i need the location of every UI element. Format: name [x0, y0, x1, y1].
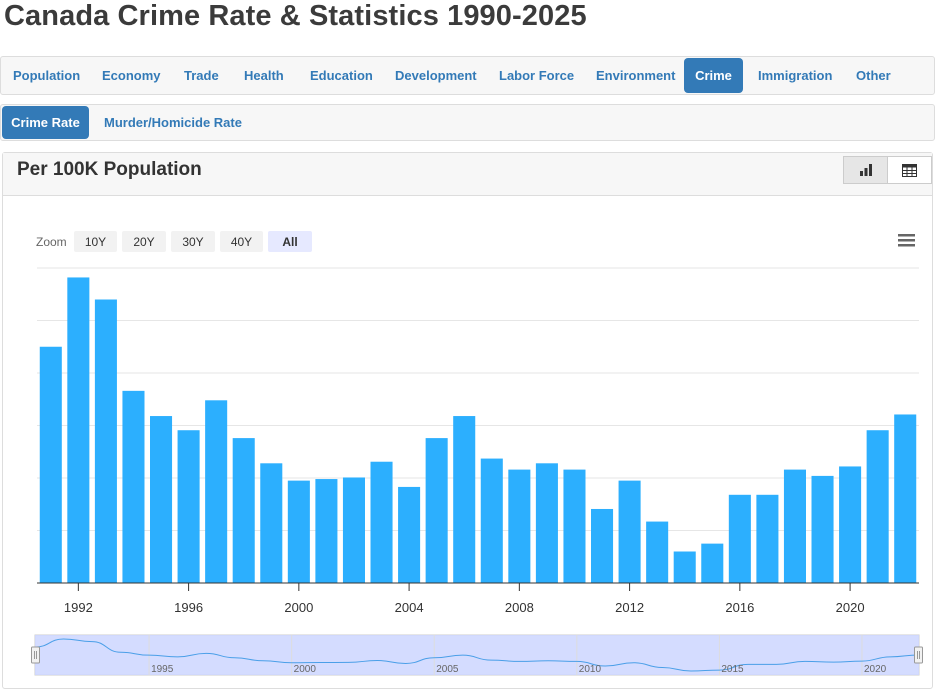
tab-environment[interactable]: Environment: [596, 68, 676, 83]
navigator-label: 2010: [579, 664, 602, 675]
sub-tab-bar: Crime Rate Murder/Homicide Rate: [0, 104, 935, 141]
zoom-40y-button[interactable]: 40Y: [220, 231, 263, 252]
bar-2004[interactable]: [398, 486, 421, 583]
tab-trade[interactable]: Trade: [184, 68, 219, 83]
bar-2022[interactable]: [894, 414, 917, 583]
bar-2014[interactable]: [673, 551, 696, 584]
zoom-20y-label: 20Y: [133, 235, 154, 249]
bar-series: [39, 277, 917, 584]
bar-1991[interactable]: [39, 346, 62, 583]
bar-2011[interactable]: [591, 508, 614, 583]
navigator-series-line: [34, 638, 920, 672]
x-tick-label: 2008: [505, 600, 534, 615]
x-tick-label: 1996: [174, 600, 203, 615]
bar-2010[interactable]: [563, 469, 586, 583]
bar-2016[interactable]: [728, 494, 751, 583]
navigator-right-handle[interactable]: [914, 646, 923, 664]
table-view-button[interactable]: [887, 156, 932, 184]
zoom-30y-button[interactable]: 30Y: [171, 231, 215, 252]
tab-health[interactable]: Health: [244, 68, 284, 83]
subtab-murder-homicide-rate[interactable]: Murder/Homicide Rate: [104, 115, 242, 130]
bar-2007[interactable]: [480, 458, 503, 583]
bar-1994[interactable]: [122, 390, 145, 583]
zoom-10y-label: 10Y: [85, 235, 106, 249]
x-tick-label: 2000: [284, 600, 313, 615]
navigator-gridlines: [148, 635, 863, 675]
navigator-label: 2015: [721, 664, 744, 675]
bar-1992[interactable]: [67, 277, 90, 583]
navigator-selection[interactable]: [35, 635, 919, 675]
page-title: Canada Crime Rate & Statistics 1990-2025: [4, 0, 587, 32]
bar-2015[interactable]: [701, 543, 724, 583]
bar-2020[interactable]: [839, 466, 862, 583]
bar-chart-icon: [859, 164, 872, 176]
zoom-30y-label: 30Y: [182, 235, 203, 249]
tab-other[interactable]: Other: [856, 68, 891, 83]
bar-2000[interactable]: [287, 480, 310, 583]
bar-1993[interactable]: [94, 299, 117, 584]
navigator-label: 1995: [151, 664, 174, 675]
bar-2013[interactable]: [646, 521, 669, 583]
zoom-40y-label: 40Y: [231, 235, 252, 249]
bar-2017[interactable]: [756, 494, 779, 583]
panel-title: Per 100K Population: [17, 159, 202, 180]
x-tick-label: 2012: [615, 600, 644, 615]
bar-2006[interactable]: [453, 416, 476, 583]
tab-education[interactable]: Education: [310, 68, 373, 83]
bar-2018[interactable]: [783, 469, 806, 583]
bar-1997[interactable]: [205, 400, 228, 583]
zoom-all-button[interactable]: All: [268, 231, 312, 252]
main-tab-bar: Population Economy Trade Health Educatio…: [0, 56, 935, 95]
tab-economy[interactable]: Economy: [102, 68, 161, 83]
zoom-10y-button[interactable]: 10Y: [74, 231, 117, 252]
x-tick-label: 2004: [395, 600, 424, 615]
zoom-label: Zoom: [36, 235, 67, 249]
zoom-controls: Zoom 10Y 20Y 30Y 40Y All: [36, 231, 312, 252]
tab-crime[interactable]: Crime: [684, 58, 743, 93]
tab-population[interactable]: Population: [13, 68, 81, 83]
navigator-labels: 1995 2000 2005 2010 2015 2020: [151, 664, 887, 675]
bar-2002[interactable]: [342, 477, 365, 583]
bar-1995[interactable]: [150, 416, 173, 583]
bar-2012[interactable]: [618, 480, 641, 583]
bar-1999[interactable]: [260, 463, 283, 583]
x-tick-label: 2016: [725, 600, 754, 615]
subtab-crime-rate[interactable]: Crime Rate: [2, 106, 89, 139]
bar-2008[interactable]: [508, 469, 531, 583]
tab-immigration[interactable]: Immigration: [758, 68, 833, 83]
bar-2019[interactable]: [811, 475, 834, 583]
hamburger-menu-icon[interactable]: [898, 234, 915, 247]
panel-header: Per 100K Population: [3, 153, 932, 196]
bar-1996[interactable]: [177, 430, 200, 583]
navigator-label: 2005: [436, 664, 459, 675]
table-icon: [902, 163, 917, 177]
navigator-label: 2000: [294, 664, 317, 675]
bar-2021[interactable]: [866, 430, 889, 583]
zoom-20y-button[interactable]: 20Y: [122, 231, 166, 252]
x-tick-label: 2020: [836, 600, 865, 615]
bar-2005[interactable]: [425, 438, 448, 583]
x-tick-label: 1992: [64, 600, 93, 615]
range-navigator[interactable]: 1995 2000 2005 2010 2015 2020: [31, 634, 923, 676]
bar-2009[interactable]: [535, 463, 558, 583]
navigator-left-handle[interactable]: [31, 646, 40, 664]
x-axis-ticks: 1992 1996 2000 2004 2008 2012 2016 2020: [64, 583, 865, 615]
zoom-all-label: All: [282, 235, 297, 249]
bar-2003[interactable]: [370, 461, 393, 583]
tab-labor-force[interactable]: Labor Force: [499, 68, 575, 83]
navigator-label: 2020: [864, 664, 887, 675]
tab-development[interactable]: Development: [395, 68, 477, 83]
bar-1998[interactable]: [232, 438, 255, 583]
bar-2001[interactable]: [315, 479, 338, 583]
